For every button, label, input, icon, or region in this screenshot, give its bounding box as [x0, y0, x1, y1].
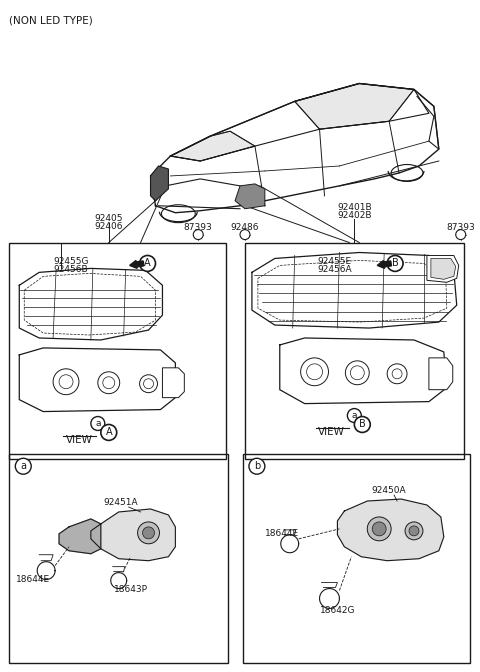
- Circle shape: [346, 361, 369, 384]
- Text: VIEW: VIEW: [318, 427, 345, 437]
- Text: 87393: 87393: [446, 222, 475, 232]
- Polygon shape: [284, 530, 296, 535]
- Circle shape: [140, 375, 157, 392]
- Circle shape: [354, 417, 370, 433]
- Polygon shape: [91, 509, 175, 560]
- Text: A: A: [144, 259, 151, 268]
- Circle shape: [372, 522, 386, 536]
- Text: 92450A: 92450A: [372, 486, 407, 495]
- Polygon shape: [337, 499, 444, 560]
- FancyArrow shape: [130, 261, 144, 268]
- Circle shape: [392, 369, 402, 379]
- Bar: [9, 454, 228, 663]
- Polygon shape: [429, 358, 453, 390]
- Bar: [245, 243, 464, 459]
- Text: (NON LED TYPE): (NON LED TYPE): [9, 16, 93, 26]
- Circle shape: [350, 366, 364, 380]
- Polygon shape: [162, 368, 184, 398]
- Circle shape: [53, 369, 79, 394]
- Bar: [9, 243, 226, 459]
- Text: 92456A: 92456A: [318, 265, 352, 274]
- Text: b: b: [254, 461, 260, 471]
- Text: 92486: 92486: [231, 222, 259, 232]
- Circle shape: [144, 379, 154, 388]
- Polygon shape: [151, 166, 168, 201]
- FancyArrow shape: [377, 261, 392, 268]
- Text: a: a: [20, 461, 26, 471]
- Circle shape: [59, 375, 73, 388]
- Polygon shape: [235, 184, 265, 209]
- Text: 18644E: 18644E: [16, 575, 50, 584]
- Text: 18644E: 18644E: [265, 530, 299, 538]
- Text: 92402B: 92402B: [337, 211, 372, 220]
- Polygon shape: [111, 573, 127, 589]
- Circle shape: [249, 458, 265, 474]
- Bar: [243, 454, 469, 663]
- Circle shape: [103, 377, 115, 388]
- Text: 92405: 92405: [95, 214, 123, 222]
- Circle shape: [348, 409, 361, 423]
- Circle shape: [101, 425, 117, 440]
- Circle shape: [405, 522, 423, 540]
- Circle shape: [193, 230, 203, 239]
- Circle shape: [409, 526, 419, 536]
- Circle shape: [300, 358, 328, 386]
- Text: 18642G: 18642G: [320, 606, 355, 615]
- Circle shape: [15, 458, 31, 474]
- Circle shape: [91, 417, 105, 431]
- Polygon shape: [431, 259, 456, 280]
- Circle shape: [143, 527, 155, 539]
- Text: A: A: [106, 427, 112, 437]
- Text: 18643P: 18643P: [114, 585, 148, 594]
- Polygon shape: [295, 83, 414, 129]
- Circle shape: [387, 364, 407, 384]
- Polygon shape: [37, 562, 55, 579]
- Circle shape: [307, 364, 323, 380]
- Circle shape: [240, 230, 250, 239]
- Text: 92406: 92406: [95, 222, 123, 230]
- Text: 92455G: 92455G: [53, 257, 89, 267]
- Polygon shape: [281, 535, 299, 553]
- Polygon shape: [59, 519, 101, 554]
- Text: VIEW: VIEW: [65, 435, 92, 446]
- Polygon shape: [320, 589, 339, 608]
- Text: B: B: [359, 419, 366, 429]
- Text: 92401B: 92401B: [337, 203, 372, 212]
- Text: 87393: 87393: [184, 222, 213, 232]
- Polygon shape: [39, 554, 53, 560]
- Polygon shape: [322, 583, 337, 587]
- Polygon shape: [170, 131, 255, 161]
- Text: 92455E: 92455E: [318, 257, 352, 267]
- Text: a: a: [95, 419, 101, 428]
- Circle shape: [98, 372, 120, 394]
- Circle shape: [387, 255, 403, 271]
- Circle shape: [367, 517, 391, 541]
- Polygon shape: [427, 255, 459, 282]
- Circle shape: [456, 230, 466, 239]
- Text: B: B: [392, 259, 398, 268]
- Text: 92456B: 92456B: [53, 265, 88, 274]
- Circle shape: [140, 255, 156, 271]
- Polygon shape: [113, 566, 125, 572]
- Circle shape: [138, 522, 159, 544]
- Text: 92451A: 92451A: [103, 498, 138, 507]
- Text: a: a: [351, 411, 357, 420]
